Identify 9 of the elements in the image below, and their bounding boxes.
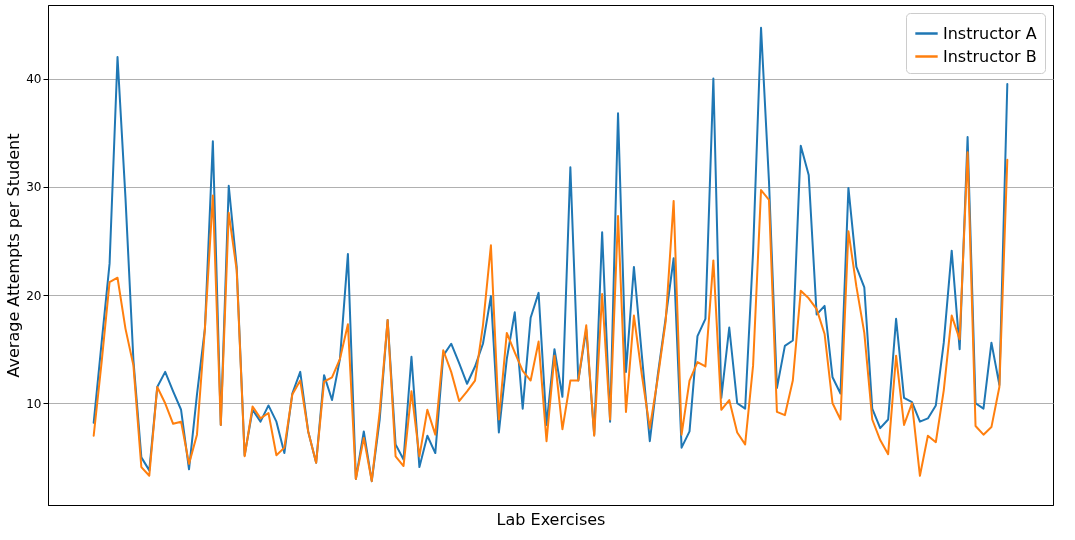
y-axis-title: Average Attempts per Student	[4, 133, 24, 378]
legend-label: Instructor B	[943, 46, 1037, 66]
y-tick-label: 40	[26, 72, 42, 87]
y-tick-label: 30	[26, 180, 42, 195]
x-axis-title: Lab Exercises	[496, 509, 606, 529]
y-tick-label: 10	[26, 396, 42, 411]
legend-label: Instructor A	[943, 23, 1037, 43]
line-series	[92, 151, 1009, 483]
y-tick-label: 20	[26, 288, 42, 303]
